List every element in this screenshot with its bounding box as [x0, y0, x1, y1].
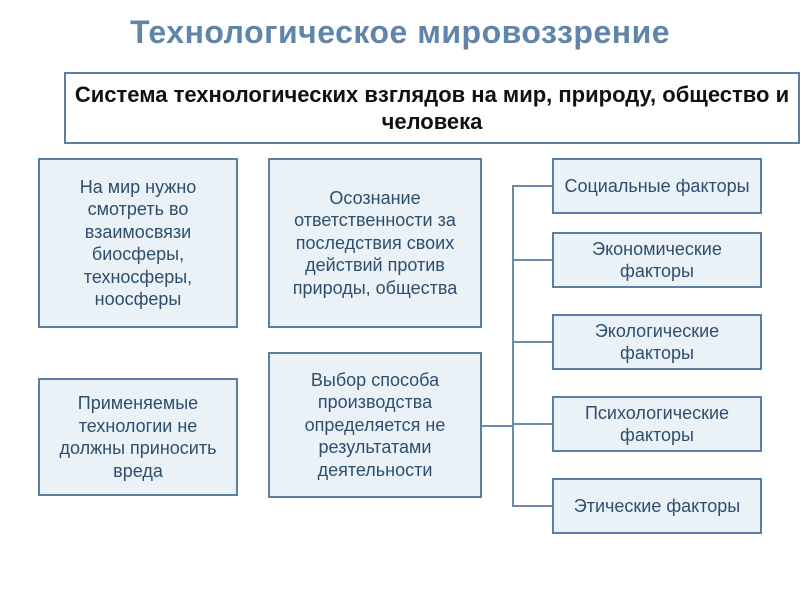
page-title: Технологическое мировоззрение [0, 0, 800, 51]
box-responsibility: Осознание ответственности за последствия… [268, 158, 482, 328]
factor-economic: Экономические факторы [552, 232, 762, 288]
box-production: Выбор способа производства определяется … [268, 352, 482, 498]
factor-ecological: Экологические факторы [552, 314, 762, 370]
box-technologies: Применяемые технологии не должны приноси… [38, 378, 238, 496]
box-worldview: На мир нужно смотреть во взаимосвязи био… [38, 158, 238, 328]
subtitle-box: Система технологических взглядов на мир,… [64, 72, 800, 144]
factor-psychological: Психологические факторы [552, 396, 762, 452]
factor-ethical: Этические факторы [552, 478, 762, 534]
diagram-root: Технологическое мировоззрение Система те… [0, 0, 800, 600]
factor-social: Социальные факторы [552, 158, 762, 214]
